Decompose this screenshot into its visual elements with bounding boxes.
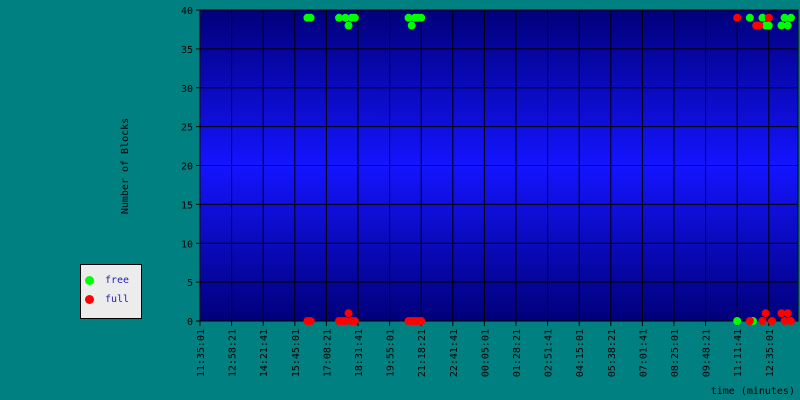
x-tick-label: 02:51:41 — [544, 329, 555, 377]
data-point-full — [306, 317, 315, 325]
y-tick-label: 20 — [181, 162, 193, 173]
legend-item-free: free — [85, 273, 129, 287]
x-tick-label: 11:35:01 — [196, 329, 207, 377]
x-axis-label: time (minutes) — [711, 386, 795, 397]
x-tick-label: 12:35:01 — [765, 329, 776, 377]
y-tick-label: 0 — [187, 317, 193, 328]
y-tick-label: 15 — [181, 200, 193, 211]
data-point-full — [758, 317, 767, 325]
x-tick-label: 12:58:21 — [228, 329, 239, 377]
data-point-full — [417, 317, 426, 325]
data-point-free — [335, 13, 344, 22]
x-tick-label: 01:28:21 — [512, 329, 523, 377]
data-point-free — [764, 21, 773, 30]
data-point-free — [404, 13, 413, 22]
data-point-full — [341, 317, 350, 325]
x-tick-label: 15:45:01 — [291, 329, 302, 377]
data-point-full — [755, 21, 764, 30]
y-tick-label: 40 — [181, 6, 193, 17]
data-point-free — [417, 13, 426, 22]
x-tick-label: 09:48:21 — [702, 329, 713, 377]
data-point-full — [777, 309, 786, 318]
x-tick-label: 17:08:21 — [322, 329, 333, 377]
legend-item-full: full — [85, 292, 129, 306]
x-tick-label: 05:38:21 — [607, 329, 618, 377]
x-tick-label: 14:21:41 — [259, 329, 270, 377]
data-point-free — [745, 13, 754, 22]
legend-label-full: full — [105, 293, 130, 305]
data-point-full — [764, 13, 773, 22]
y-tick-label: 30 — [181, 84, 193, 95]
x-tick-label: 19:55:01 — [386, 329, 397, 377]
x-tick-label: 11:11:41 — [733, 329, 744, 377]
y-tick-label: 35 — [181, 45, 193, 56]
legend-label-free: free — [105, 274, 130, 286]
data-point-free — [350, 13, 359, 22]
data-point-free — [341, 13, 350, 22]
data-point-free — [786, 13, 795, 22]
data-point-free — [777, 21, 786, 30]
y-tick-label: 25 — [181, 123, 193, 134]
data-point-free — [780, 13, 789, 22]
legend-swatch-free — [85, 275, 94, 285]
data-point-full — [344, 309, 353, 318]
data-point-full — [786, 317, 795, 325]
data-point-full — [780, 317, 789, 325]
data-point-free — [407, 21, 416, 30]
x-tick-label: 00:05:01 — [480, 329, 491, 377]
x-tick-label: 07:01:41 — [638, 329, 649, 377]
x-tick-label: 18:31:41 — [354, 329, 365, 377]
x-tick-label: 04:15:01 — [575, 329, 586, 377]
data-point-free — [306, 13, 315, 22]
data-point-free — [344, 21, 353, 30]
legend-swatch-full — [85, 294, 94, 304]
y-axis-label: Number of Blocks — [120, 118, 131, 214]
data-point-full — [350, 317, 359, 325]
x-tick-label: 22:41:41 — [449, 329, 460, 377]
data-point-free — [758, 13, 767, 22]
y-tick-label: 5 — [187, 278, 193, 289]
data-point-full — [733, 13, 742, 22]
data-point-full — [783, 309, 792, 318]
data-point-full — [767, 317, 776, 325]
x-tick-label: 21:18:21 — [417, 329, 428, 377]
data-point-free — [733, 317, 742, 325]
y-tick-label: 10 — [181, 239, 193, 250]
data-point-free — [783, 21, 792, 30]
data-point-full — [745, 317, 754, 325]
x-tick-label: 08:25:01 — [670, 329, 681, 377]
legend: free full — [80, 264, 142, 319]
data-point-full — [761, 309, 770, 318]
